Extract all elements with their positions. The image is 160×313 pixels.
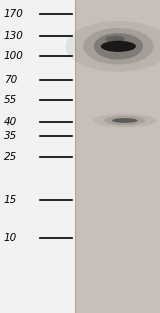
Text: 40: 40 <box>4 117 17 127</box>
Text: 10: 10 <box>4 233 17 243</box>
Ellipse shape <box>106 36 125 43</box>
Text: 25: 25 <box>4 151 17 162</box>
Text: 100: 100 <box>4 51 24 61</box>
Ellipse shape <box>93 114 157 127</box>
Text: 170: 170 <box>4 9 24 19</box>
Bar <box>75 0 160 313</box>
Ellipse shape <box>104 116 145 125</box>
Text: 15: 15 <box>4 195 17 205</box>
Text: 55: 55 <box>4 95 17 105</box>
Text: 35: 35 <box>4 131 17 141</box>
Bar <box>0 0 75 313</box>
Ellipse shape <box>66 21 160 72</box>
Ellipse shape <box>94 33 143 59</box>
Ellipse shape <box>83 28 154 65</box>
Text: 70: 70 <box>4 75 17 85</box>
Ellipse shape <box>101 41 136 52</box>
Text: 130: 130 <box>4 31 24 41</box>
Ellipse shape <box>112 118 138 123</box>
